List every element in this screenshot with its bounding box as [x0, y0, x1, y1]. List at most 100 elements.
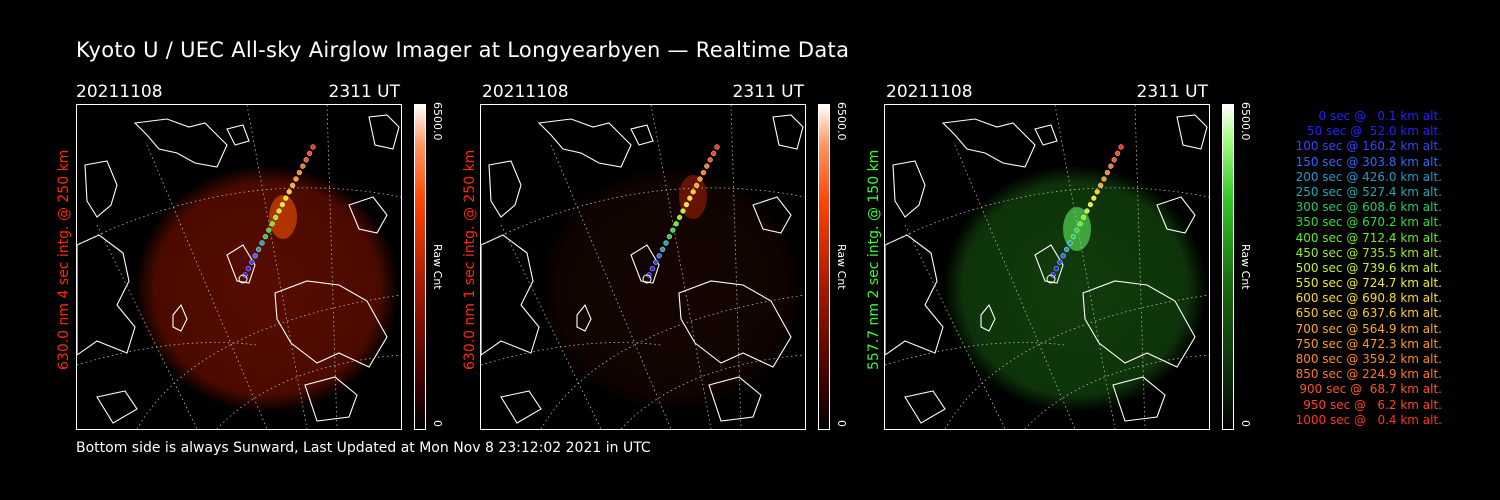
trajectory-point [683, 201, 690, 208]
trajectory-point [1098, 182, 1104, 189]
graticule-line [550, 144, 672, 429]
coastline [274, 280, 388, 368]
legend-row: 1000 sec @ 0.4 km alt. [1295, 412, 1442, 427]
trajectory-point [249, 259, 255, 265]
trajectory-point [1053, 266, 1060, 272]
trajectory-point [283, 195, 289, 201]
graticule-line [481, 187, 805, 246]
trajectory-point [714, 144, 720, 150]
page-title: Kyoto U / UEC All-sky Airglow Imager at … [76, 38, 850, 62]
legend-row: 900 sec @ 68.7 km alt. [1295, 382, 1442, 397]
coastline [537, 118, 632, 168]
trajectory-point [704, 163, 710, 169]
coastline [941, 118, 1036, 168]
trajectory-point [1094, 189, 1100, 195]
trajectory-point [266, 227, 272, 233]
graticule-line [954, 144, 1076, 429]
colorbar-unit-label: Raw Cnt [835, 244, 848, 290]
colorbar-min-label: 0 [835, 420, 848, 427]
coastline [708, 376, 762, 422]
graticule-line [904, 224, 1006, 429]
coastline [1112, 376, 1166, 422]
trajectory-point [1064, 246, 1070, 253]
coastline [1034, 244, 1064, 284]
coastline [630, 124, 654, 146]
trajectory-point [293, 176, 299, 182]
legend-row: 250 sec @ 527.4 km alt. [1291, 184, 1442, 199]
legend-row: 450 sec @ 735.5 km alt. [1291, 245, 1442, 260]
coastline [892, 160, 926, 218]
trajectory-point [296, 169, 303, 176]
trajectory-point [649, 266, 656, 272]
legend-row: 200 sec @ 426.0 km alt. [1291, 169, 1442, 184]
legend-row: 400 sec @ 712.4 km alt. [1291, 230, 1442, 245]
panel-date: 20211108 [482, 82, 569, 102]
legend-row: 950 sec @ 6.2 km alt. [1299, 397, 1442, 412]
legend-row: 600 sec @ 690.8 km alt. [1291, 291, 1442, 306]
trajectory-point [666, 234, 673, 240]
trajectory-point [1118, 144, 1124, 150]
trajectory-point [680, 208, 686, 214]
coastline [172, 303, 188, 332]
trajectory-point [1108, 163, 1114, 169]
trajectory-point [1115, 150, 1121, 157]
coastline [226, 244, 256, 284]
colorbar [818, 104, 830, 430]
graticule-line [146, 144, 268, 429]
map-svg-red-2 [481, 105, 805, 429]
trajectory-point [1104, 169, 1111, 176]
legend-row: 700 sec @ 564.9 km alt. [1291, 321, 1442, 336]
trajectory-point [279, 201, 286, 208]
graticule-line [500, 224, 602, 429]
allsky-map [76, 104, 402, 430]
trajectory-point [1067, 240, 1073, 246]
legend-row: 0 sec @ 0.1 km alt. [1307, 109, 1442, 123]
coastline [488, 160, 522, 218]
graticule-line [77, 342, 258, 366]
coastline [1034, 124, 1058, 146]
panel-date: 20211108 [886, 82, 973, 102]
trajectory-point [262, 234, 269, 240]
coastline [84, 160, 118, 218]
trajectory-point [256, 246, 262, 253]
trajectory-point [245, 266, 252, 272]
panel-date: 20211108 [76, 82, 163, 102]
airglow-region [943, 165, 1207, 413]
coastline [368, 114, 400, 150]
map-svg-green [885, 105, 1209, 429]
trajectory-point [687, 195, 693, 201]
graticule-line [326, 105, 338, 429]
legend-row: 750 sec @ 472.3 km alt. [1291, 336, 1442, 351]
trajectory-point [1084, 208, 1090, 214]
colorbar [1222, 104, 1234, 430]
trajectory-point [1077, 221, 1083, 227]
trajectory-point [1087, 201, 1094, 208]
trajectory-point [711, 150, 717, 157]
trajectory-point [670, 227, 676, 233]
coastline [481, 234, 540, 356]
colorbar-unit-label: Raw Cnt [1239, 244, 1252, 290]
allsky-map [884, 104, 1210, 430]
graticule-line [246, 105, 308, 429]
coastline [752, 196, 792, 234]
trajectory-legend: 0 sec @ 0.1 km alt. 50 sec @ 52.0 km alt… [1262, 109, 1442, 428]
panel-side-label: 557.7 nm 2 sec intg. @ 150 km [866, 149, 882, 370]
coastline [500, 390, 542, 424]
trajectory-point [694, 182, 700, 189]
legend-row: 100 sec @ 160.2 km alt. [1291, 139, 1442, 154]
site-marker [1046, 274, 1056, 284]
coastline [980, 303, 996, 332]
colorbar-min-label: 0 [1239, 420, 1252, 427]
coastline [630, 244, 660, 284]
graticule-line [885, 342, 1066, 366]
panel-time: 2311 UT [732, 82, 805, 102]
coastline [133, 118, 228, 168]
trajectory-point [269, 221, 275, 227]
graticule-line [77, 187, 401, 246]
trajectory-point [1074, 227, 1080, 233]
graticule-line [96, 224, 198, 429]
colorbar-min-label: 0 [431, 420, 444, 427]
airglow-region [539, 165, 803, 413]
legend-row: 850 sec @ 224.9 km alt. [1291, 367, 1442, 382]
coastline [304, 376, 358, 422]
